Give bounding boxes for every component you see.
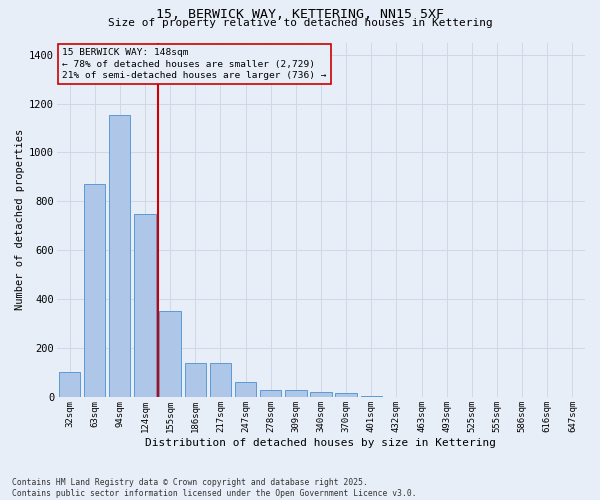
Text: 15, BERWICK WAY, KETTERING, NN15 5XF: 15, BERWICK WAY, KETTERING, NN15 5XF <box>156 8 444 20</box>
Text: Contains HM Land Registry data © Crown copyright and database right 2025.
Contai: Contains HM Land Registry data © Crown c… <box>12 478 416 498</box>
Bar <box>335 394 357 397</box>
Text: Size of property relative to detached houses in Kettering: Size of property relative to detached ho… <box>107 18 493 28</box>
Bar <box>235 382 256 397</box>
Bar <box>310 392 332 397</box>
Bar <box>210 362 231 397</box>
Bar <box>59 372 80 397</box>
Bar <box>185 362 206 397</box>
Bar <box>109 114 130 397</box>
Bar <box>134 214 155 397</box>
Bar <box>361 396 382 397</box>
Bar <box>160 312 181 397</box>
Bar <box>260 390 281 397</box>
Bar <box>285 390 307 397</box>
X-axis label: Distribution of detached houses by size in Kettering: Distribution of detached houses by size … <box>145 438 496 448</box>
Bar <box>84 184 106 397</box>
Text: 15 BERWICK WAY: 148sqm
← 78% of detached houses are smaller (2,729)
21% of semi-: 15 BERWICK WAY: 148sqm ← 78% of detached… <box>62 48 327 80</box>
Y-axis label: Number of detached properties: Number of detached properties <box>15 129 25 310</box>
